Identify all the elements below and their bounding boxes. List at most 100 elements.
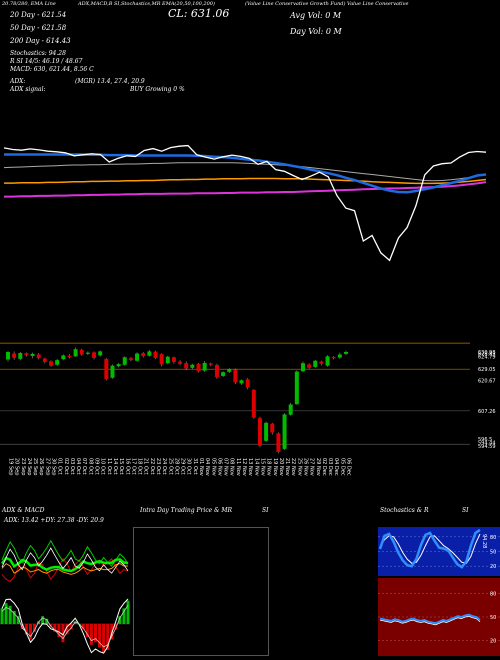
candle-body bbox=[233, 369, 238, 383]
macd-histogram-bar bbox=[89, 624, 93, 645]
macd-histogram-bar bbox=[53, 624, 57, 632]
candle-body bbox=[264, 422, 269, 441]
macd-histogram-bar bbox=[16, 616, 20, 624]
date-axis-label: 28 Oct bbox=[173, 458, 179, 475]
date-axis-label: 08 Nov bbox=[229, 458, 235, 476]
price-axis-label: 607.26 bbox=[478, 409, 496, 415]
candle-body bbox=[79, 349, 84, 355]
date-axis-label: 02 Oct bbox=[63, 458, 69, 475]
ema100-line bbox=[4, 177, 487, 185]
candle-body bbox=[178, 361, 183, 364]
macd-histogram-bar bbox=[0, 608, 4, 624]
macd-line bbox=[1, 598, 129, 654]
stoch-tick-label: 80 bbox=[490, 535, 496, 541]
candle-body bbox=[344, 352, 348, 354]
date-axis-label: 08 Oct bbox=[87, 458, 93, 475]
close-price: CL: 631.06 bbox=[168, 7, 230, 20]
candle-body bbox=[245, 379, 250, 388]
date-axis-label: 06 Dec bbox=[346, 458, 352, 476]
candle-body bbox=[227, 369, 232, 372]
date-axis-label: 01 Oct bbox=[57, 458, 63, 475]
adx-signal-value: BUY Growing 0 % bbox=[130, 86, 185, 93]
stochastics-readout: Stochastics: 94.28 bbox=[10, 50, 66, 57]
date-axis-label: 03 Oct bbox=[69, 458, 75, 475]
candle-body bbox=[92, 352, 97, 358]
macd-histogram-bar bbox=[41, 616, 45, 624]
price-axis-label: 594.44 bbox=[478, 441, 496, 447]
date-axis-label: 02 Dec bbox=[321, 458, 327, 476]
date-axis-label: 14 Nov bbox=[253, 458, 259, 476]
date-axis-label: 22 Oct bbox=[149, 458, 155, 475]
candle-body bbox=[337, 354, 342, 358]
price-axis-label: 596.5 bbox=[478, 437, 492, 443]
ema200-readout: 200 Day - 614.43 bbox=[10, 37, 71, 45]
candle-body bbox=[128, 358, 133, 361]
date-axis-label: 05 Nov bbox=[210, 458, 216, 476]
date-axis-label: 21 Nov bbox=[284, 458, 290, 476]
date-axis-label: 07 Nov bbox=[223, 458, 229, 476]
date-axis-label: 29 Nov bbox=[315, 458, 321, 476]
macd-histogram-bar bbox=[122, 608, 126, 624]
ema50-line bbox=[3, 162, 487, 182]
date-axis-label: 30 Oct bbox=[186, 458, 192, 475]
date-axis-label: 17 Oct bbox=[130, 458, 136, 475]
adx-values: (MGR) 13.4, 27.4, 20.9 bbox=[75, 78, 145, 85]
date-axis-label: 25 Nov bbox=[296, 458, 302, 476]
macd-histogram-bar bbox=[24, 624, 28, 635]
candle-body bbox=[239, 380, 244, 384]
date-axis-label: 15 Nov bbox=[259, 458, 265, 476]
date-axis-label: 26 Sep bbox=[38, 458, 44, 475]
macd-histogram-bar bbox=[12, 611, 16, 624]
candle-body bbox=[325, 356, 330, 366]
macd-readout: MACD: 630, 621.44, 8.56 C bbox=[10, 66, 94, 73]
date-axis-label: 03 Dec bbox=[327, 458, 333, 476]
macd-histogram-bar bbox=[33, 624, 37, 632]
date-axis-label: 18 Nov bbox=[266, 458, 272, 476]
date-axis-label: 04 Oct bbox=[75, 458, 81, 475]
rsi-tick-label: 50 bbox=[490, 615, 496, 621]
date-axis-label: 27 Sep bbox=[44, 458, 50, 475]
candle-body bbox=[270, 423, 275, 433]
candle-body bbox=[165, 356, 170, 364]
avg-volume: Avg Vol: 0 M bbox=[290, 11, 342, 20]
candle-body bbox=[257, 418, 262, 446]
macd-signal-line bbox=[1, 605, 129, 648]
candle-body bbox=[73, 349, 78, 357]
candle-body bbox=[221, 372, 226, 376]
candle-body bbox=[214, 365, 219, 378]
date-axis-label: 01 Nov bbox=[198, 458, 204, 476]
adx-macd-title: ADX & MACD bbox=[2, 507, 45, 514]
candle-body bbox=[18, 352, 23, 359]
date-axis-label: 11 Oct bbox=[106, 458, 112, 475]
date-axis-label: 07 Oct bbox=[81, 458, 87, 475]
candle-body bbox=[24, 353, 29, 356]
candle-body bbox=[135, 353, 140, 361]
date-axis-label: 10 Oct bbox=[100, 458, 106, 475]
candle-body bbox=[55, 360, 60, 365]
date-axis-label: 20 Sep bbox=[14, 458, 20, 475]
date-axis-label: 20 Nov bbox=[278, 458, 284, 476]
price-axis-label: 594.59 bbox=[478, 444, 496, 450]
candle-body bbox=[30, 353, 35, 357]
candle-body bbox=[85, 352, 90, 354]
macd-histogram-bar bbox=[45, 618, 49, 624]
macd-histogram-bar bbox=[98, 624, 102, 648]
intraday-title: Intra Day Trading Price & MR bbox=[140, 507, 233, 514]
candle-body bbox=[300, 363, 305, 372]
candle-body bbox=[313, 360, 318, 367]
adx-trend-line bbox=[0, 556, 129, 573]
candle-body bbox=[171, 357, 176, 362]
ema20-readout: 20 Day - 621.54 bbox=[10, 11, 67, 19]
stoch-k-line bbox=[378, 528, 481, 569]
date-axis-label: 26 Nov bbox=[302, 458, 308, 476]
stoch-tick-label: 50 bbox=[490, 550, 496, 556]
macd-histogram-bar bbox=[49, 624, 53, 627]
candle-body bbox=[190, 364, 195, 368]
candle-body bbox=[116, 364, 121, 367]
candle-body bbox=[282, 414, 287, 449]
date-axis-label: 27 Nov bbox=[309, 458, 315, 476]
macd-histogram-bar bbox=[85, 624, 89, 637]
candle-body bbox=[49, 361, 54, 366]
